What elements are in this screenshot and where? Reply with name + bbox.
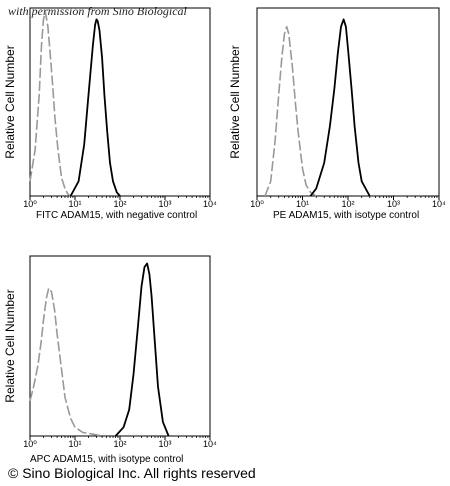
histogram-panel-apc: Relative Cell Number 10⁰ 10¹ 10² 10³ 10⁴ APC A… xyxy=(3,255,217,465)
x-tick-label: 10⁴ xyxy=(432,199,446,209)
x-tick-label: 10⁰ xyxy=(23,199,37,209)
x-tick-label: 10² xyxy=(341,199,354,209)
x-tick-label: 10² xyxy=(113,439,126,449)
control-histogram-line xyxy=(264,25,317,197)
x-axis-label: FITC ADAM15, with negative control xyxy=(36,210,197,221)
x-axis-label: APC ADAM15, with isotype control xyxy=(30,454,183,465)
plot-frame xyxy=(29,7,211,197)
y-axis-label: Relative Cell Number xyxy=(3,45,17,158)
plot-frame xyxy=(29,255,211,437)
antibody-histogram-line xyxy=(309,18,371,197)
x-axis-label: PE ADAM15, with isotype control xyxy=(273,210,419,221)
antibody-histogram-line xyxy=(69,18,121,197)
x-tick-label: 10³ xyxy=(158,439,171,449)
x-tick-label: 10² xyxy=(113,199,126,209)
copyright-notice: © Sino Biological Inc. All rights reserv… xyxy=(8,465,256,481)
x-tick-label: 10⁴ xyxy=(203,199,217,209)
y-axis-label: Relative Cell Number xyxy=(3,289,17,402)
x-tick-label: 10¹ xyxy=(68,199,81,209)
antibody-histogram-line xyxy=(114,262,170,437)
control-histogram-line xyxy=(29,11,72,197)
control-histogram-line xyxy=(29,287,103,437)
x-tick-label: 10⁰ xyxy=(250,199,264,209)
x-tick-label: 10¹ xyxy=(68,439,81,449)
x-tick-label: 10³ xyxy=(158,199,171,209)
histogram-panel-fitc: Relative Cell Number 10⁰ 10¹ 10² 10³ 10⁴ FITC … xyxy=(3,7,217,221)
x-tick-label: 10¹ xyxy=(296,199,309,209)
x-tick-label: 10⁰ xyxy=(23,439,37,449)
y-axis-label: Relative Cell Number xyxy=(228,45,242,158)
x-tick-label: 10³ xyxy=(387,199,400,209)
histogram-panel-pe: Relative Cell Number 10⁰ 10¹ 10² 10³ 10⁴ PE AD… xyxy=(228,7,446,221)
x-tick-label: 10⁴ xyxy=(203,439,217,449)
